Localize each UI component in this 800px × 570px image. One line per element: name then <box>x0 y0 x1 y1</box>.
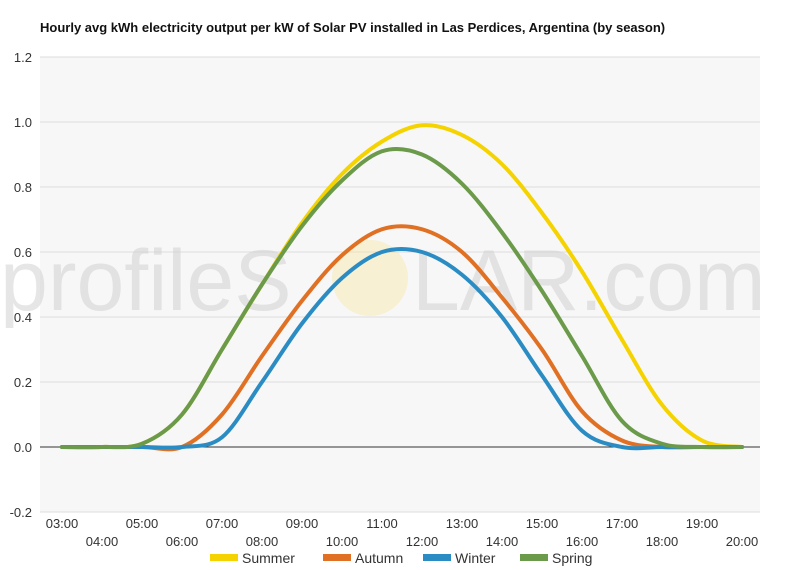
x-tick-label: 20:00 <box>726 534 759 549</box>
y-tick-label: 0.6 <box>14 245 32 260</box>
x-tick-label: 12:00 <box>406 534 439 549</box>
legend-label-summer: Summer <box>242 550 295 566</box>
series-line-spring <box>60 146 744 450</box>
x-tick-label: 05:00 <box>126 516 159 531</box>
y-tick-label: 0.8 <box>14 180 32 195</box>
series-line-winter <box>60 246 744 451</box>
legend-label-spring: Spring <box>552 550 592 566</box>
x-tick-label: 18:00 <box>646 534 679 549</box>
x-tick-label: 19:00 <box>686 516 719 531</box>
legend-swatch-autumn <box>323 554 351 561</box>
legend-swatch-spring <box>520 554 548 561</box>
x-tick-label: 13:00 <box>446 516 479 531</box>
legend-label-winter: Winter <box>455 550 496 566</box>
chart-title: Hourly avg kWh electricity output per kW… <box>40 20 666 35</box>
series-lines <box>60 123 744 452</box>
x-tick-label: 07:00 <box>206 516 239 531</box>
y-tick-label: 1.0 <box>14 115 32 130</box>
x-tick-label: 04:00 <box>86 534 119 549</box>
x-tick-label: 15:00 <box>526 516 559 531</box>
x-tick-label: 06:00 <box>166 534 199 549</box>
legend-swatch-summer <box>210 554 238 561</box>
x-tick-label: 09:00 <box>286 516 319 531</box>
x-tick-label: 16:00 <box>566 534 599 549</box>
x-tick-label: 11:00 <box>366 516 398 531</box>
y-tick-label: -0.2 <box>10 505 32 520</box>
y-tick-label: 0.0 <box>14 440 32 455</box>
x-tick-label: 10:00 <box>326 534 359 549</box>
watermark-sun-icon <box>332 240 408 316</box>
x-tick-label: 03:00 <box>46 516 79 531</box>
legend: Summer Autumn Winter Spring <box>210 550 592 566</box>
y-tick-label: 0.2 <box>14 375 32 390</box>
x-tick-label: 08:00 <box>246 534 279 549</box>
axes: 1.2 1.0 0.8 0.6 0.4 0.2 0.0 -0.2 03:00 04:00 05:00… <box>10 50 760 549</box>
watermark-text-left: profileS <box>0 233 292 329</box>
legend-label-autumn: Autumn <box>355 550 403 566</box>
x-tick-label: 14:00 <box>486 534 519 549</box>
y-tick-label: 1.2 <box>14 50 32 65</box>
x-tick-label: 17:00 <box>606 516 639 531</box>
y-tick-label: 0.4 <box>14 310 32 325</box>
legend-swatch-winter <box>423 554 451 561</box>
